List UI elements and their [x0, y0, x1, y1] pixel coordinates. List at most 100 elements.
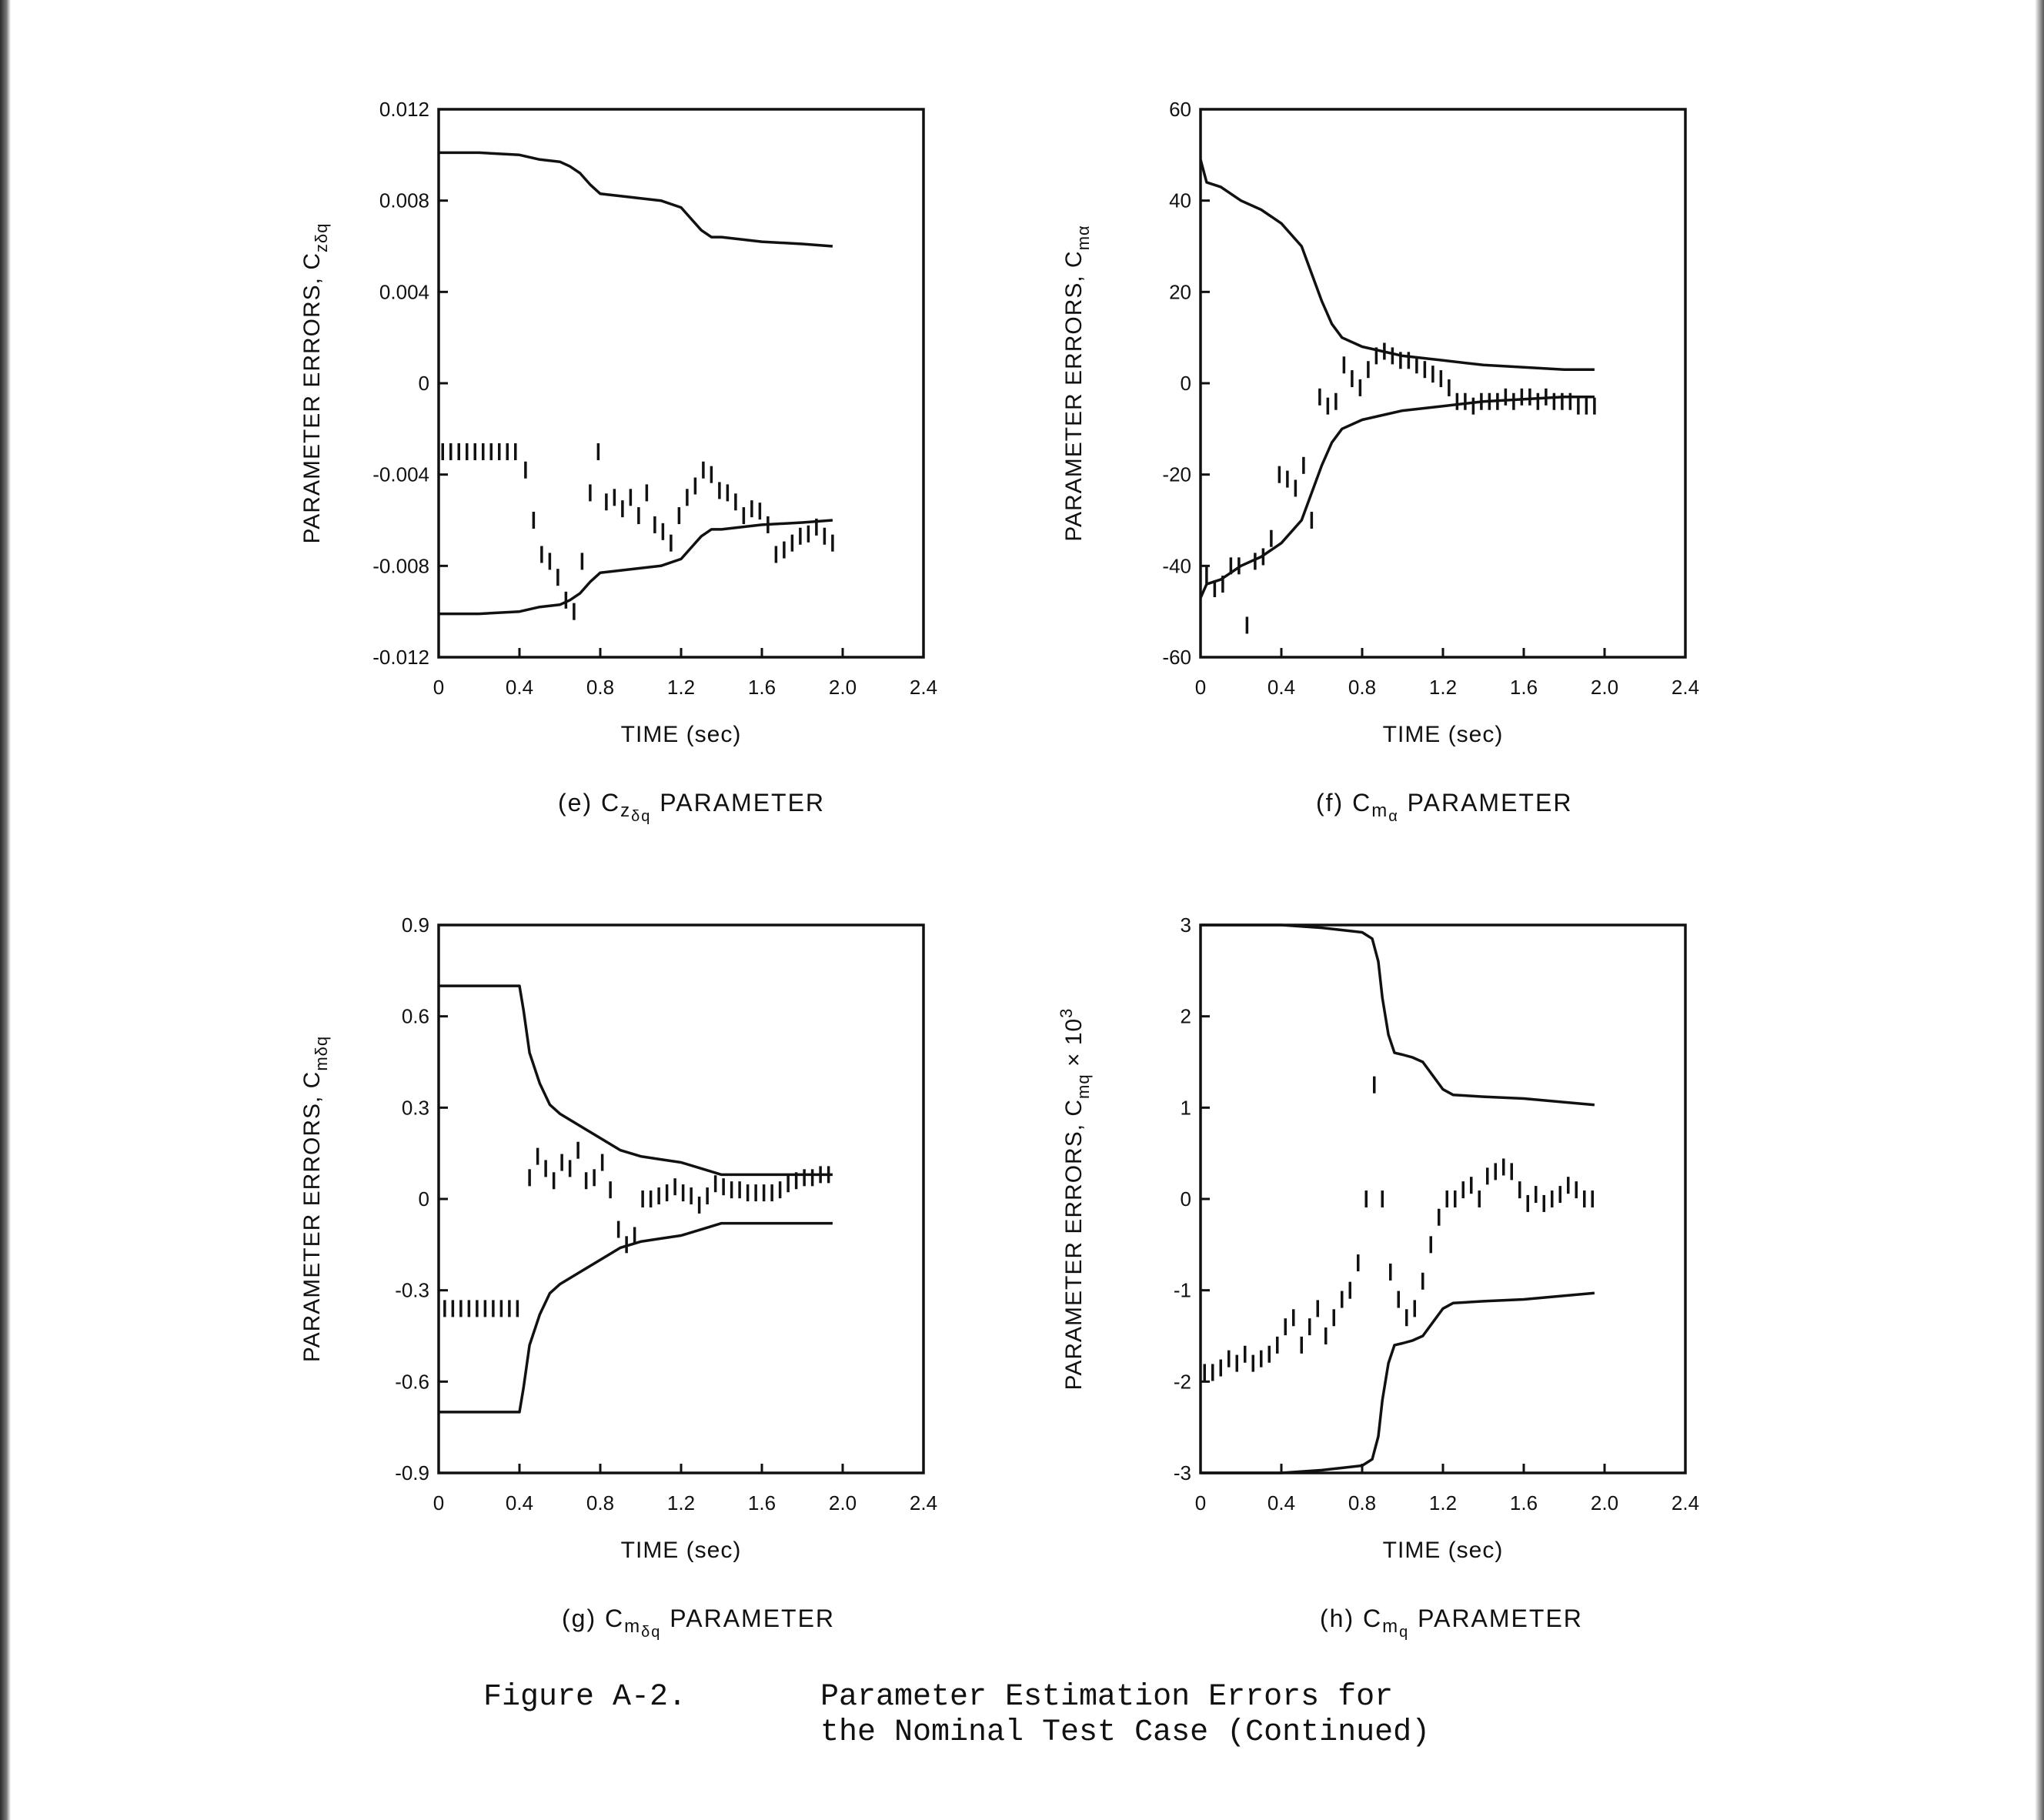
- y-tick-label-f-4: -20: [1162, 463, 1191, 486]
- x-tick-label-e-0: 0: [433, 676, 444, 699]
- x-axis-label-g: TIME (sec): [621, 1538, 742, 1563]
- y-tick-label-e-6: -0.012: [372, 646, 429, 669]
- y-axis-label-f: PARAMETER ERRORS, Cmα: [1061, 225, 1093, 542]
- plot-frame-h: [1199, 923, 1687, 1474]
- x-tick-label-f-3: 1.2: [1429, 676, 1457, 699]
- caption-e-subsub: δq: [631, 808, 652, 826]
- x-tick-label-f-6: 2.4: [1672, 676, 1699, 699]
- y-axis-label-e: PARAMETER ERRORS, Czδq: [299, 223, 331, 544]
- scan-edge-right: [2035, 0, 2044, 1820]
- y-tick-label-h-3: 0: [1181, 1187, 1191, 1211]
- chart-panel-f: 0 0.4 0.8 1.2 1.6 2.0 2.4 60 40 20 0 -20 -40 -60 TIME …: [1039, 92, 1778, 862]
- y-axis-label-main-e: PARAMETER ERRORS, C: [299, 252, 325, 544]
- x-tick-label-e-1: 0.4: [506, 676, 533, 699]
- y-axis-label-sub-e: zδq: [312, 223, 331, 252]
- bound-line-f-1: [1199, 396, 1595, 599]
- caption-g: (g) Cmδq PARAMETER: [562, 1605, 835, 1641]
- x-tick-label-h-6: 2.4: [1672, 1491, 1699, 1514]
- chart-panel-h: 0 0.4 0.8 1.2 1.6 2.0 2.4 3 2 1 0 -1 -2 -3 TIME (sec) P…: [1039, 908, 1778, 1678]
- y-tick-label-h-5: -2: [1174, 1370, 1191, 1393]
- x-tick-label-h-1: 0.4: [1267, 1491, 1295, 1514]
- y-tick-label-g-2: 0.3: [402, 1096, 429, 1119]
- chart-g-svg: 0 0.4 0.8 1.2 1.6 2.0 2.4 0.9 0.6 0.3 0 -0.3 -0.6 -0.…: [299, 913, 937, 1563]
- x-tick-label-f-2: 0.8: [1348, 676, 1376, 699]
- bound-line-g-0: [439, 984, 833, 1177]
- caption-f-subsub: α: [1388, 808, 1399, 826]
- x-axis-label-h: TIME (sec): [1383, 1538, 1504, 1563]
- y-tick-label-e-4: -0.004: [372, 463, 429, 486]
- x-tick-label-g-6: 2.4: [910, 1491, 937, 1514]
- x-tick-label-e-4: 1.6: [748, 676, 776, 699]
- x-tick-label-f-1: 0.4: [1267, 676, 1295, 699]
- x-tick-label-f-0: 0: [1195, 676, 1206, 699]
- y-axis-label-main-f: PARAMETER ERRORS, C: [1061, 250, 1087, 542]
- x-tick-label-h-2: 0.8: [1348, 1491, 1376, 1514]
- y-tick-label-g-3: 0: [419, 1187, 429, 1211]
- caption-g-prefix: (g) C: [562, 1605, 625, 1632]
- y-axis-label-g: PARAMETER ERRORS, Cmδq: [299, 1036, 331, 1362]
- y-tick-label-f-6: -60: [1162, 646, 1191, 669]
- y-tick-label-e-0: 0.012: [379, 98, 429, 121]
- x-tick-label-e-6: 2.4: [910, 676, 937, 699]
- caption-h: (h) Cmq PARAMETER: [1320, 1605, 1583, 1641]
- y-tick-label-e-2: 0.004: [379, 280, 429, 303]
- y-tick-label-e-1: 0.008: [379, 189, 429, 212]
- bound-line-h-1: [1201, 1291, 1595, 1474]
- figure-title-line-1: Parameter Estimation Errors for: [820, 1680, 1394, 1715]
- caption-g-subsub: δq: [641, 1624, 662, 1641]
- caption-e-sub: z: [620, 800, 632, 822]
- y-axis-label-h: PARAMETER ERRORS, Cmq × 103: [1057, 1008, 1093, 1391]
- caption-g-sub: m: [624, 1616, 642, 1638]
- caption-f-suffix: PARAMETER: [1398, 789, 1573, 816]
- y-tick-label-g-4: -0.3: [395, 1279, 429, 1302]
- x-tick-label-e-3: 1.2: [667, 676, 695, 699]
- y-tick-label-e-3: 0: [419, 372, 429, 395]
- figure-title-line-2: the Nominal Test Case (Continued): [820, 1715, 1431, 1750]
- y-axis-label-sub-f: mα: [1074, 225, 1093, 250]
- bound-line-h-0: [1201, 923, 1595, 1107]
- x-tick-label-h-4: 1.6: [1510, 1491, 1538, 1514]
- y-axis-label-main-g: PARAMETER ERRORS, C: [299, 1071, 325, 1363]
- y-tick-label-f-2: 20: [1169, 280, 1191, 303]
- x-axis-label-f: TIME (sec): [1383, 722, 1504, 747]
- y-tick-label-h-2: 1: [1181, 1096, 1191, 1119]
- y-tick-label-g-0: 0.9: [402, 913, 429, 937]
- x-tick-label-g-1: 0.4: [506, 1491, 533, 1514]
- y-tick-label-h-4: -1: [1174, 1279, 1191, 1302]
- y-tick-label-f-1: 40: [1169, 189, 1191, 212]
- x-tick-label-f-4: 1.6: [1510, 676, 1538, 699]
- plot-frame-g: [437, 923, 925, 1474]
- caption-h-subsub: q: [1399, 1624, 1410, 1641]
- y-axis-label-sub-h: mq: [1074, 1074, 1093, 1099]
- x-tick-label-f-5: 2.0: [1591, 676, 1618, 699]
- chart-panel-g: 0 0.4 0.8 1.2 1.6 2.0 2.4 0.9 0.6 0.3 0 -0.3 -0.6 -0.…: [277, 908, 1016, 1678]
- caption-f-sub: m: [1371, 800, 1389, 822]
- y-tick-label-g-1: 0.6: [402, 1005, 429, 1028]
- chart-e-svg: 0 0.4 0.8 1.2 1.6 2.0 2.4 0.012 0.008 0.004 0 -0.00…: [299, 98, 937, 747]
- bound-line-f-0: [1199, 159, 1595, 371]
- chart-panel-e: 0 0.4 0.8 1.2 1.6 2.0 2.4 0.012 0.008 0.004 0 -0.00…: [277, 92, 1016, 862]
- caption-h-sub: m: [1382, 1616, 1400, 1638]
- y-axis-label-main-h: PARAMETER ERRORS, C: [1061, 1099, 1087, 1391]
- x-tick-label-g-5: 2.0: [829, 1491, 857, 1514]
- y-tick-label-h-0: 3: [1181, 913, 1191, 937]
- caption-f: (f) Cmα PARAMETER: [1316, 789, 1572, 826]
- caption-f-prefix: (f) C: [1316, 789, 1372, 816]
- plot-frame-f: [1199, 108, 1687, 659]
- x-tick-label-g-4: 1.6: [748, 1491, 776, 1514]
- bound-line-e-1: [439, 519, 833, 616]
- x-tick-label-h-3: 1.2: [1429, 1491, 1457, 1514]
- x-tick-label-h-5: 2.0: [1591, 1491, 1618, 1514]
- x-axis-label-e: TIME (sec): [621, 722, 742, 747]
- x-tick-label-g-3: 1.2: [667, 1491, 695, 1514]
- y-tick-label-f-3: 0: [1181, 372, 1191, 395]
- y-axis-label-sup-h: 3: [1057, 1008, 1076, 1018]
- caption-e: (e) Czδq PARAMETER: [558, 789, 825, 826]
- caption-h-prefix: (h) C: [1320, 1605, 1383, 1632]
- figure-title: Parameter Estimation Errors for the Nomin…: [820, 1680, 1430, 1751]
- y-tick-label-h-6: -3: [1174, 1461, 1191, 1484]
- bound-line-g-1: [439, 1221, 833, 1414]
- caption-h-suffix: PARAMETER: [1409, 1605, 1583, 1632]
- y-axis-label-sub-g: mδq: [312, 1036, 331, 1071]
- x-tick-label-g-0: 0: [433, 1491, 444, 1514]
